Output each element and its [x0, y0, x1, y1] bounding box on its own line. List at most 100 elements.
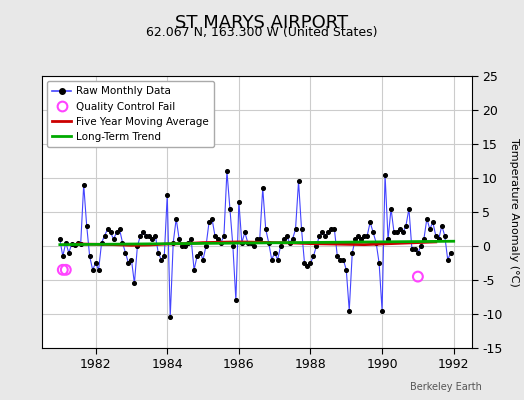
Point — [261, 226, 270, 232]
Point — [91, 260, 100, 266]
Point — [178, 243, 187, 249]
Point — [387, 206, 395, 212]
Point — [247, 239, 255, 246]
Point — [384, 236, 392, 242]
Point — [265, 239, 273, 246]
Point — [64, 250, 73, 256]
Point — [154, 250, 162, 256]
Point — [348, 250, 356, 256]
Point — [136, 233, 145, 239]
Point — [279, 236, 288, 242]
Point — [77, 241, 85, 247]
Point — [193, 253, 201, 259]
Point — [309, 253, 318, 259]
Point — [366, 219, 374, 225]
Legend: Raw Monthly Data, Quality Control Fail, Five Year Moving Average, Long-Term Tren: Raw Monthly Data, Quality Control Fail, … — [47, 81, 214, 147]
Point — [408, 246, 416, 253]
Point — [256, 236, 264, 242]
Point — [345, 307, 354, 314]
Point — [315, 233, 324, 239]
Point — [101, 233, 109, 239]
Point — [68, 241, 76, 247]
Point — [446, 250, 455, 256]
Point — [139, 229, 148, 236]
Point — [402, 222, 410, 229]
Point — [253, 236, 261, 242]
Point — [434, 236, 443, 242]
Point — [190, 267, 198, 273]
Point — [223, 168, 231, 174]
Point — [89, 267, 97, 273]
Point — [85, 253, 94, 259]
Point — [97, 239, 106, 246]
Point — [115, 226, 124, 232]
Point — [142, 233, 150, 239]
Point — [62, 267, 70, 273]
Point — [208, 216, 216, 222]
Point — [214, 236, 222, 242]
Point — [274, 256, 282, 263]
Point — [413, 250, 422, 256]
Point — [369, 229, 377, 236]
Point — [199, 256, 208, 263]
Point — [441, 233, 449, 239]
Point — [327, 226, 335, 232]
Point — [184, 239, 192, 246]
Point — [244, 239, 252, 246]
Point — [425, 226, 434, 232]
Point — [282, 233, 291, 239]
Point — [205, 219, 213, 225]
Point — [118, 239, 127, 246]
Point — [300, 260, 309, 266]
Point — [381, 171, 389, 178]
Text: 62.067 N, 163.300 W (United States): 62.067 N, 163.300 W (United States) — [146, 26, 378, 39]
Point — [342, 267, 351, 273]
Point — [423, 216, 431, 222]
Point — [357, 236, 365, 242]
Point — [330, 226, 339, 232]
Point — [372, 239, 380, 246]
Point — [228, 243, 237, 249]
Point — [339, 256, 347, 263]
Point — [258, 185, 267, 191]
Point — [71, 242, 79, 248]
Point — [238, 239, 246, 246]
Point — [277, 243, 285, 249]
Point — [56, 236, 64, 242]
Point — [417, 243, 425, 249]
Point — [443, 256, 452, 263]
Point — [399, 229, 407, 236]
Point — [133, 243, 141, 249]
Point — [405, 206, 413, 212]
Point — [62, 239, 70, 246]
Point — [157, 256, 166, 263]
Point — [145, 233, 154, 239]
Point — [202, 243, 210, 249]
Point — [413, 274, 422, 280]
Point — [432, 233, 440, 239]
Text: Berkeley Earth: Berkeley Earth — [410, 382, 482, 392]
Point — [270, 250, 279, 256]
Point — [151, 233, 159, 239]
Point — [312, 243, 321, 249]
Point — [354, 233, 363, 239]
Point — [241, 229, 249, 236]
Point — [172, 216, 180, 222]
Point — [396, 226, 404, 232]
Point — [393, 229, 401, 236]
Point — [390, 229, 398, 236]
Point — [291, 226, 300, 232]
Point — [411, 246, 419, 253]
Point — [303, 263, 312, 270]
Point — [217, 239, 225, 246]
Point — [307, 260, 315, 266]
Point — [196, 250, 204, 256]
Point — [169, 239, 178, 246]
Point — [59, 253, 67, 259]
Point — [130, 280, 139, 286]
Point — [80, 182, 88, 188]
Point — [235, 199, 243, 205]
Point — [267, 256, 276, 263]
Point — [82, 222, 91, 229]
Point — [318, 229, 326, 236]
